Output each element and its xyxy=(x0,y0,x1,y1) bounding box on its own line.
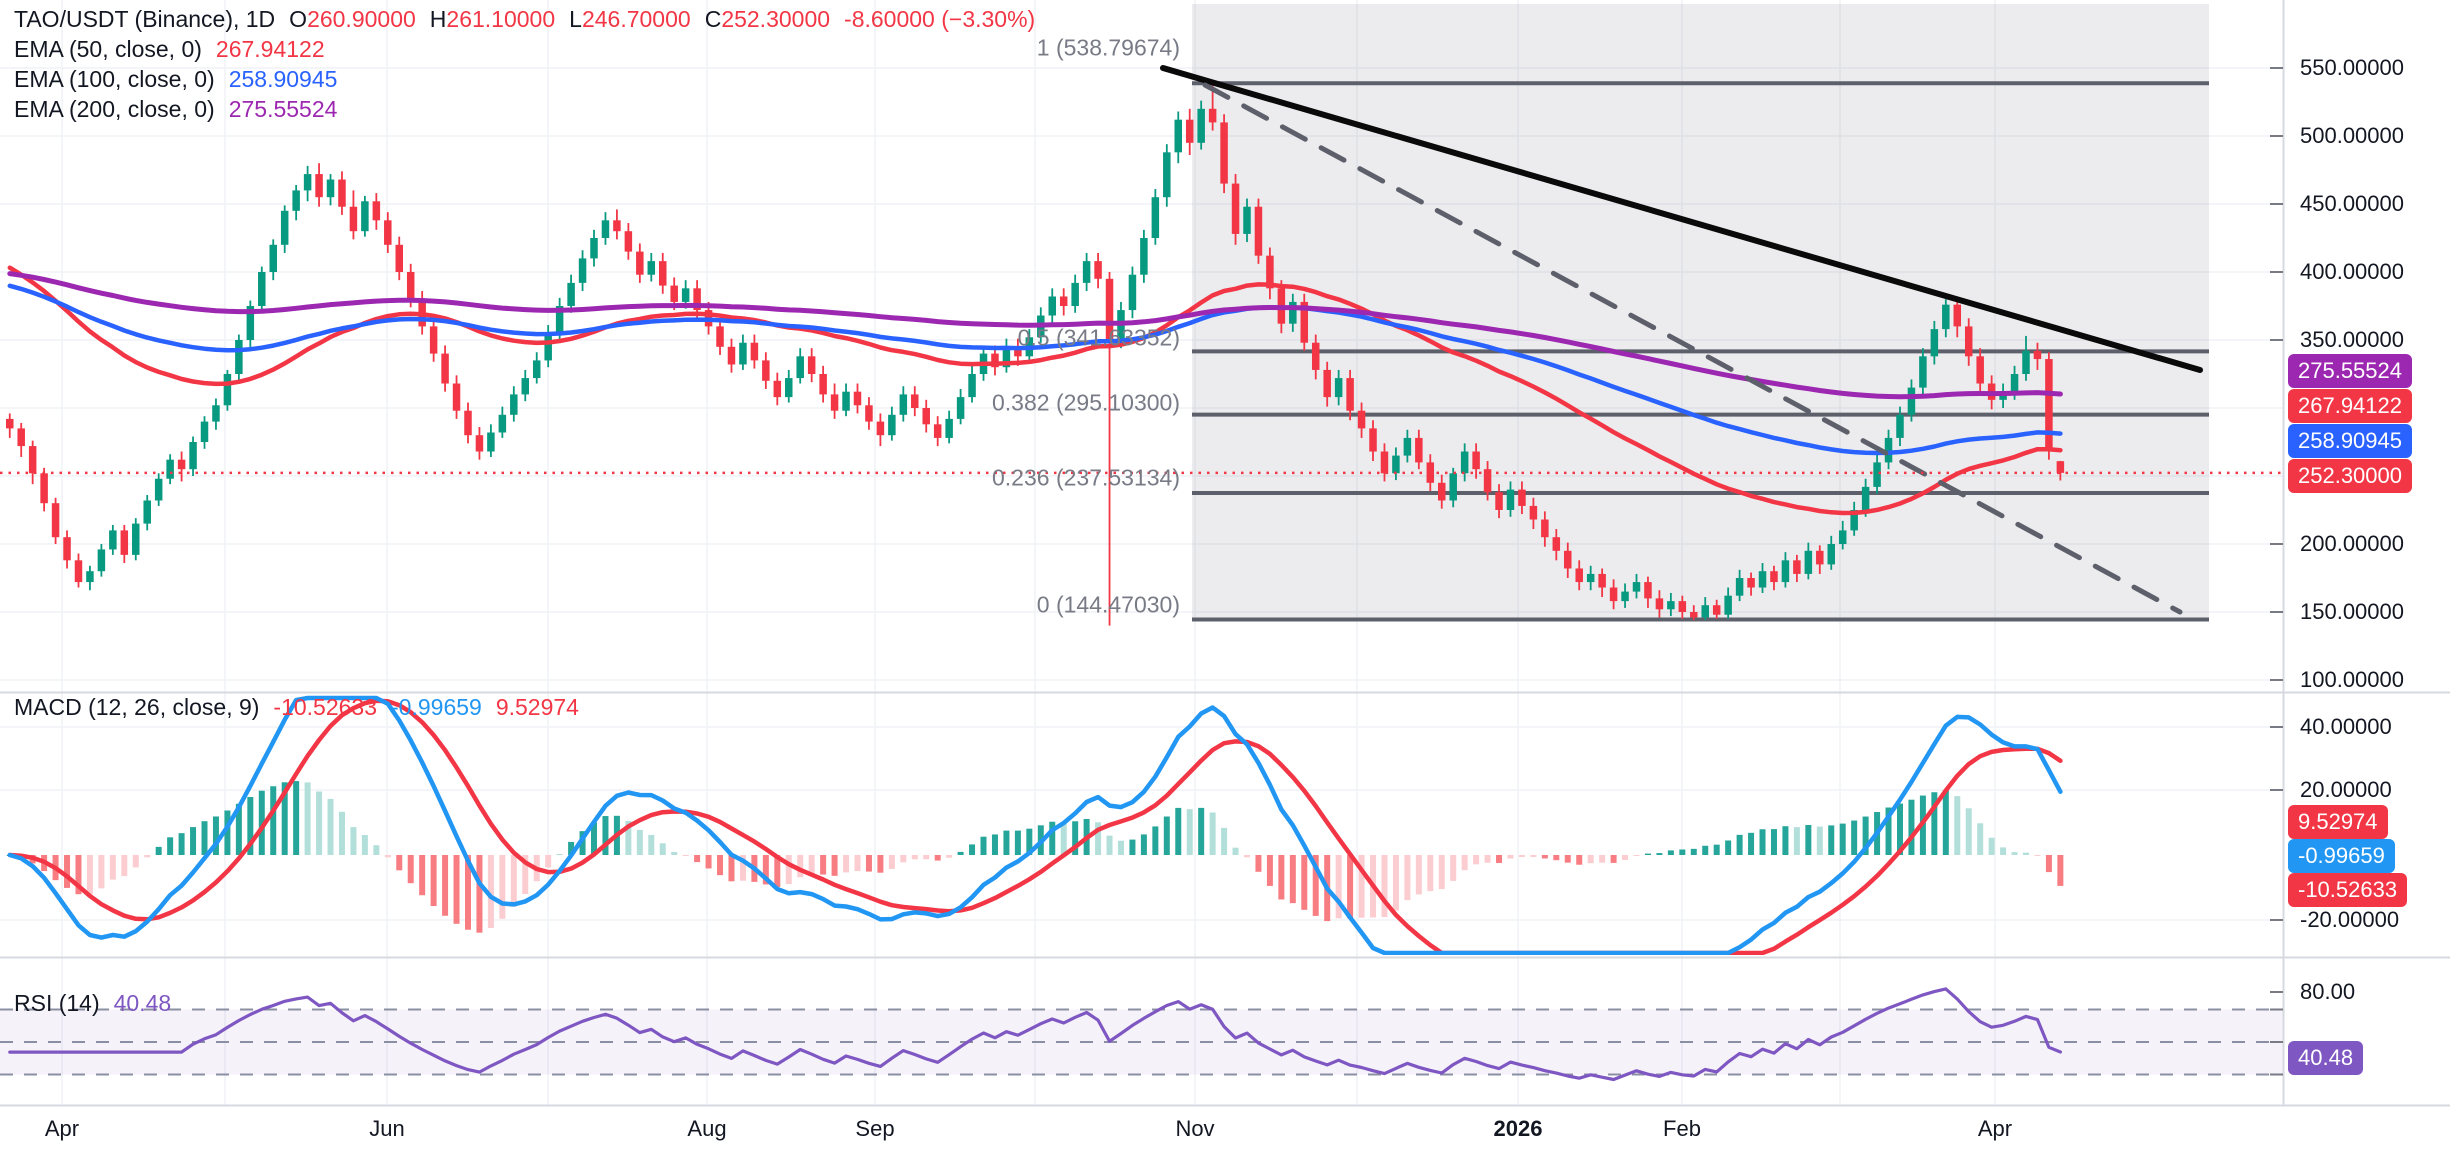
fib-level-label: 0.236 (237.53134) xyxy=(992,464,1180,491)
rsi-badge: 40.48 xyxy=(2288,1041,2364,1075)
trendline-dashed[interactable] xyxy=(1202,82,2183,615)
time-axis-label[interactable]: Jun xyxy=(369,1116,405,1141)
ohlc-high: H 261.10000 xyxy=(429,6,556,32)
price-tick-label[interactable]: 100.00000 xyxy=(2300,667,2404,692)
ohlc-open: O 260.90000 xyxy=(289,6,416,32)
macd-badge: -0.99659 xyxy=(2288,839,2395,873)
macd-legend-row[interactable]: MACD (12, 26, close, 9) -10.52633 -0.996… xyxy=(14,694,579,720)
axis-tick-marks xyxy=(2270,67,2283,1076)
time-axis-label[interactable]: 2026 xyxy=(1493,1116,1543,1141)
fib-level-label: 0 (144.47030) xyxy=(1036,591,1180,618)
fib-level-label: 1 (538.79674) xyxy=(1036,34,1180,61)
ohlc-close: C 252.30000 xyxy=(704,6,831,32)
macd-signal-value: 9.52974 xyxy=(495,694,579,720)
price-tick-label[interactable]: 400.00000 xyxy=(2300,259,2404,284)
macd-tick-label[interactable]: 40.00000 xyxy=(2300,714,2392,739)
time-axis-label[interactable]: Feb xyxy=(1663,1116,1701,1141)
time-axis-label[interactable]: Apr xyxy=(44,1116,80,1141)
symbol-title: TAO/USDT (Binance), 1D xyxy=(14,6,276,32)
grid-lines xyxy=(0,0,2283,1105)
time-axis-label[interactable]: Nov xyxy=(1175,1116,1215,1141)
price-badge: 258.90945 xyxy=(2288,424,2412,458)
price-badge: 267.94122 xyxy=(2288,389,2412,423)
ema50-value: 267.94122 xyxy=(215,36,325,62)
rsi-level-lines xyxy=(0,1008,2283,1076)
fib-level-label: 0.382 (295.10300) xyxy=(992,389,1180,416)
macd-line-value: -0.99659 xyxy=(391,694,482,720)
rsi-line xyxy=(8,987,2062,1082)
ema200-legend-row[interactable]: EMA (200, close, 0) 275.55524 xyxy=(14,96,338,122)
time-axis-label[interactable]: Apr xyxy=(1977,1116,2013,1141)
price-change: -8.60000 (−3.30%) xyxy=(844,6,1036,32)
trendline-solid[interactable] xyxy=(1160,65,2203,373)
macd-hist-value: -10.52633 xyxy=(273,694,378,720)
price-tick-label[interactable]: 350.00000 xyxy=(2300,327,2404,352)
symbol-legend-row[interactable]: TAO/USDT (Binance), 1D O 260.90000 H 261.1… xyxy=(14,6,1035,33)
panel-dividers xyxy=(0,0,2450,1107)
macd-tick-label[interactable]: -20.00000 xyxy=(2300,907,2400,932)
ema100-line xyxy=(7,283,2063,456)
rsi-tick-label[interactable]: 80.00 xyxy=(2300,979,2356,1004)
rsi-value: 40.48 xyxy=(113,990,172,1016)
price-tick-label[interactable]: 500.00000 xyxy=(2300,123,2404,148)
fib-level-label: 0.5 (341.63352) xyxy=(1017,324,1180,351)
time-axis-label[interactable]: Aug xyxy=(687,1116,727,1141)
ema100-legend-row[interactable]: EMA (100, close, 0) 258.90945 xyxy=(14,66,338,92)
price-tick-label[interactable]: 150.00000 xyxy=(2300,599,2404,624)
rsi-legend-row[interactable]: RSI (14) 40.48 xyxy=(14,990,172,1016)
ema50-legend-row[interactable]: EMA (50, close, 0) 267.94122 xyxy=(14,36,325,62)
price-tick-label[interactable]: 550.00000 xyxy=(2300,55,2404,80)
macd-badge: 9.52974 xyxy=(2288,805,2388,839)
ema200-value: 275.55524 xyxy=(228,96,338,122)
macd-tick-label[interactable]: 20.00000 xyxy=(2300,777,2392,802)
ema100-value: 258.90945 xyxy=(228,66,338,92)
time-axis-label[interactable]: Sep xyxy=(855,1116,895,1141)
price-badge: 275.55524 xyxy=(2288,354,2412,388)
macd-line xyxy=(7,695,2063,955)
macd-badge: -10.52633 xyxy=(2288,873,2408,907)
price-tick-label[interactable]: 450.00000 xyxy=(2300,191,2404,216)
ema200-line xyxy=(7,271,2063,400)
price-tick-label[interactable]: 200.00000 xyxy=(2300,531,2404,556)
price-badge: 252.30000 xyxy=(2288,459,2412,493)
ohlc-low: L 246.70000 xyxy=(569,6,691,32)
